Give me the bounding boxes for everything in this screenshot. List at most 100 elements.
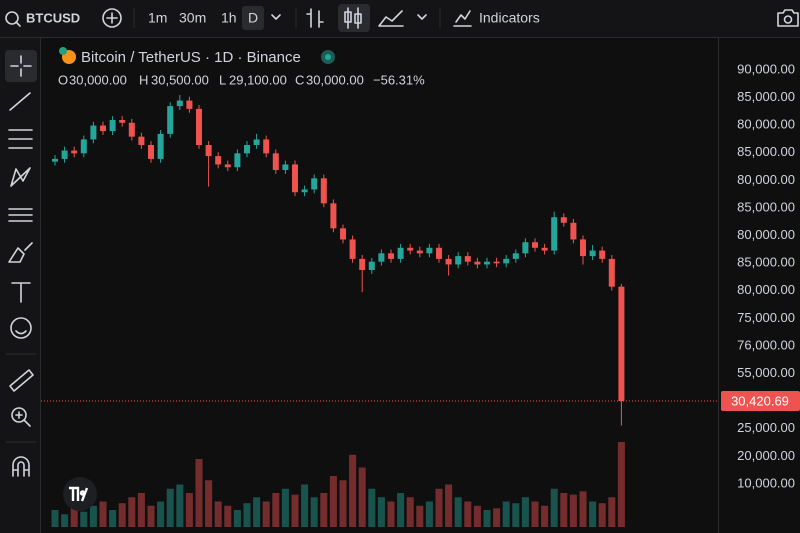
prediction-tool[interactable] — [8, 208, 33, 222]
volume-bar — [99, 501, 107, 527]
candle-body — [100, 125, 106, 132]
search-icon[interactable] — [5, 11, 19, 25]
zoom-tool-detail — [15, 411, 31, 427]
volume-bar — [166, 488, 174, 527]
candle-body — [378, 253, 385, 262]
candle-body — [157, 133, 164, 159]
volume-bar — [531, 501, 539, 527]
candle-body — [464, 256, 471, 262]
zoom-tool[interactable] — [11, 407, 27, 423]
brush-tool[interactable] — [8, 242, 33, 263]
candle-body — [128, 122, 135, 137]
candle-body — [215, 156, 222, 165]
volume-bar — [454, 497, 462, 527]
candle-body — [61, 150, 68, 159]
interval-1h[interactable]: 1h — [221, 10, 237, 26]
screenshot-button[interactable] — [777, 9, 799, 27]
candle-body — [503, 258, 510, 264]
interval-30m[interactable]: 30m — [179, 10, 206, 26]
candle-body — [109, 120, 116, 132]
candle-body — [186, 100, 193, 109]
volume-bar — [310, 497, 318, 527]
candle-body — [320, 178, 327, 204]
style-dropdown[interactable] — [417, 14, 427, 20]
volume-bar — [608, 497, 616, 527]
candle-body — [455, 256, 462, 265]
volume-bar — [339, 480, 347, 527]
crosshair-tool[interactable] — [10, 55, 32, 77]
candle-body — [349, 239, 356, 259]
volume-bar — [70, 508, 78, 527]
candle-body — [119, 120, 126, 123]
volume-bar — [176, 484, 184, 527]
series-layer — [41, 95, 718, 527]
candle-body — [282, 164, 289, 170]
volume-bar — [329, 476, 337, 527]
candle-body — [52, 158, 58, 162]
volume-bar — [541, 505, 549, 527]
volume-bar — [157, 501, 165, 527]
legend-high-label: H — [139, 72, 148, 87]
candle-body — [416, 250, 423, 254]
candle-body — [599, 250, 606, 259]
symbol[interactable]: BTCUSD — [26, 10, 80, 25]
price-scale-label: 80,000.00 — [737, 172, 795, 187]
candle-body — [244, 145, 250, 154]
indicators-button[interactable]: Indicators — [479, 10, 540, 26]
interval-d[interactable]: D — [248, 10, 258, 26]
legend-change: −56.31% — [373, 72, 425, 87]
volume-bar — [118, 503, 126, 527]
market-status-dot — [325, 54, 331, 60]
magnet-tool[interactable] — [12, 456, 30, 477]
volume-bar — [349, 454, 357, 527]
volume-bar — [406, 497, 414, 527]
candles-style[interactable] — [344, 11, 352, 23]
candle-body — [176, 100, 183, 107]
bars-style[interactable] — [306, 8, 324, 28]
measure-tool[interactable] — [9, 369, 34, 392]
trend-line-tool[interactable] — [9, 92, 31, 111]
search-icon-handle — [15, 21, 21, 27]
price-scale-label: 85,000.00 — [737, 89, 795, 104]
volume-bar — [425, 501, 433, 527]
volume-bar — [473, 505, 481, 527]
legend-open: 30,000.00 — [69, 72, 127, 87]
pattern-tool[interactable] — [10, 167, 31, 187]
candle-body — [311, 178, 318, 190]
candle-body — [148, 145, 154, 159]
emoji-tool[interactable] — [10, 317, 32, 339]
volume-bar — [617, 442, 625, 527]
candle-body — [263, 139, 270, 154]
text-tool[interactable] — [11, 282, 31, 303]
volume-bar — [89, 505, 97, 527]
candle-body — [196, 108, 202, 145]
volume-bar — [521, 497, 529, 527]
volume-bar — [377, 497, 385, 527]
candle-body — [522, 242, 529, 254]
left-toolbar — [0, 38, 40, 533]
candle-body — [167, 106, 174, 134]
legend-close-label: C — [295, 72, 304, 87]
interval-1m[interactable]: 1m — [148, 10, 167, 26]
volume-bar — [51, 510, 59, 527]
compare-button[interactable] — [102, 8, 122, 28]
volume-bar — [579, 491, 587, 527]
volume-bar — [137, 493, 145, 527]
area-style[interactable] — [378, 10, 404, 27]
candle-body — [580, 239, 586, 257]
price-scale-label: 85,000.00 — [737, 199, 795, 214]
candle-body — [532, 242, 538, 248]
last-price-box — [721, 390, 800, 411]
top-toolbar — [0, 0, 800, 37]
price-scale-label: 80,000.00 — [737, 117, 795, 132]
interval-dropdown[interactable] — [271, 14, 281, 20]
volume-bar — [502, 501, 510, 527]
tv-logo-mark — [69, 486, 89, 502]
fib-tool[interactable] — [8, 129, 33, 149]
legend-open-label: O — [58, 72, 68, 87]
candle-body — [330, 203, 337, 229]
volume-bar — [560, 493, 568, 527]
legend-low-label: L — [219, 72, 226, 87]
candle-body — [493, 261, 500, 264]
